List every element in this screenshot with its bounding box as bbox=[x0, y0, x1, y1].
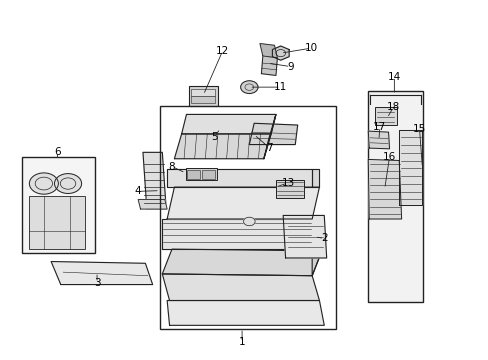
Polygon shape bbox=[283, 215, 326, 258]
Polygon shape bbox=[167, 301, 324, 325]
Text: 2: 2 bbox=[320, 234, 327, 243]
Polygon shape bbox=[311, 219, 321, 276]
Text: 13: 13 bbox=[281, 178, 294, 188]
Text: 11: 11 bbox=[274, 82, 287, 92]
Polygon shape bbox=[367, 159, 401, 219]
Bar bbox=[374, 107, 396, 125]
Bar bbox=[29, 196, 85, 249]
Polygon shape bbox=[174, 134, 270, 159]
Text: 17: 17 bbox=[372, 122, 386, 132]
Polygon shape bbox=[181, 114, 275, 134]
Bar bbox=[191, 89, 215, 96]
Polygon shape bbox=[142, 152, 166, 209]
Bar bbox=[367, 91, 423, 302]
Text: 16: 16 bbox=[382, 152, 395, 162]
Bar bbox=[191, 96, 215, 103]
Circle shape bbox=[29, 173, 58, 194]
Text: 3: 3 bbox=[94, 278, 100, 288]
Polygon shape bbox=[260, 44, 277, 58]
Bar bbox=[22, 157, 95, 253]
Polygon shape bbox=[167, 187, 319, 219]
Text: 4: 4 bbox=[135, 186, 141, 196]
Polygon shape bbox=[138, 199, 167, 209]
Text: 10: 10 bbox=[304, 43, 317, 53]
Circle shape bbox=[54, 174, 81, 193]
Polygon shape bbox=[261, 56, 277, 76]
Bar bbox=[275, 180, 304, 198]
Text: 1: 1 bbox=[238, 337, 245, 347]
Text: 9: 9 bbox=[286, 62, 293, 72]
Text: 7: 7 bbox=[266, 143, 272, 153]
Polygon shape bbox=[367, 131, 389, 149]
Text: 8: 8 bbox=[168, 162, 175, 171]
Polygon shape bbox=[398, 130, 422, 205]
Polygon shape bbox=[167, 169, 311, 187]
Polygon shape bbox=[264, 114, 275, 159]
Bar bbox=[160, 105, 336, 329]
Polygon shape bbox=[162, 219, 311, 249]
Polygon shape bbox=[249, 123, 297, 145]
Polygon shape bbox=[162, 249, 321, 276]
Text: 14: 14 bbox=[387, 72, 400, 81]
Bar bbox=[202, 170, 214, 179]
Text: 5: 5 bbox=[211, 132, 217, 142]
Polygon shape bbox=[311, 169, 319, 187]
Text: 12: 12 bbox=[216, 46, 229, 56]
Polygon shape bbox=[51, 261, 152, 284]
Bar bbox=[187, 170, 199, 179]
Text: 15: 15 bbox=[412, 123, 425, 134]
Bar bbox=[185, 168, 217, 180]
Text: 6: 6 bbox=[54, 147, 61, 157]
Polygon shape bbox=[162, 274, 319, 301]
Circle shape bbox=[240, 81, 258, 94]
Polygon shape bbox=[272, 46, 288, 60]
Circle shape bbox=[243, 217, 255, 226]
Text: 18: 18 bbox=[386, 102, 399, 112]
Bar bbox=[188, 86, 218, 105]
